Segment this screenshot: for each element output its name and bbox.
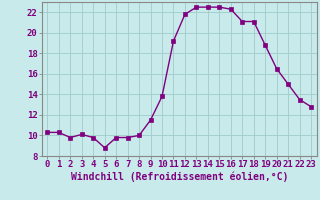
X-axis label: Windchill (Refroidissement éolien,°C): Windchill (Refroidissement éolien,°C) <box>70 172 288 182</box>
